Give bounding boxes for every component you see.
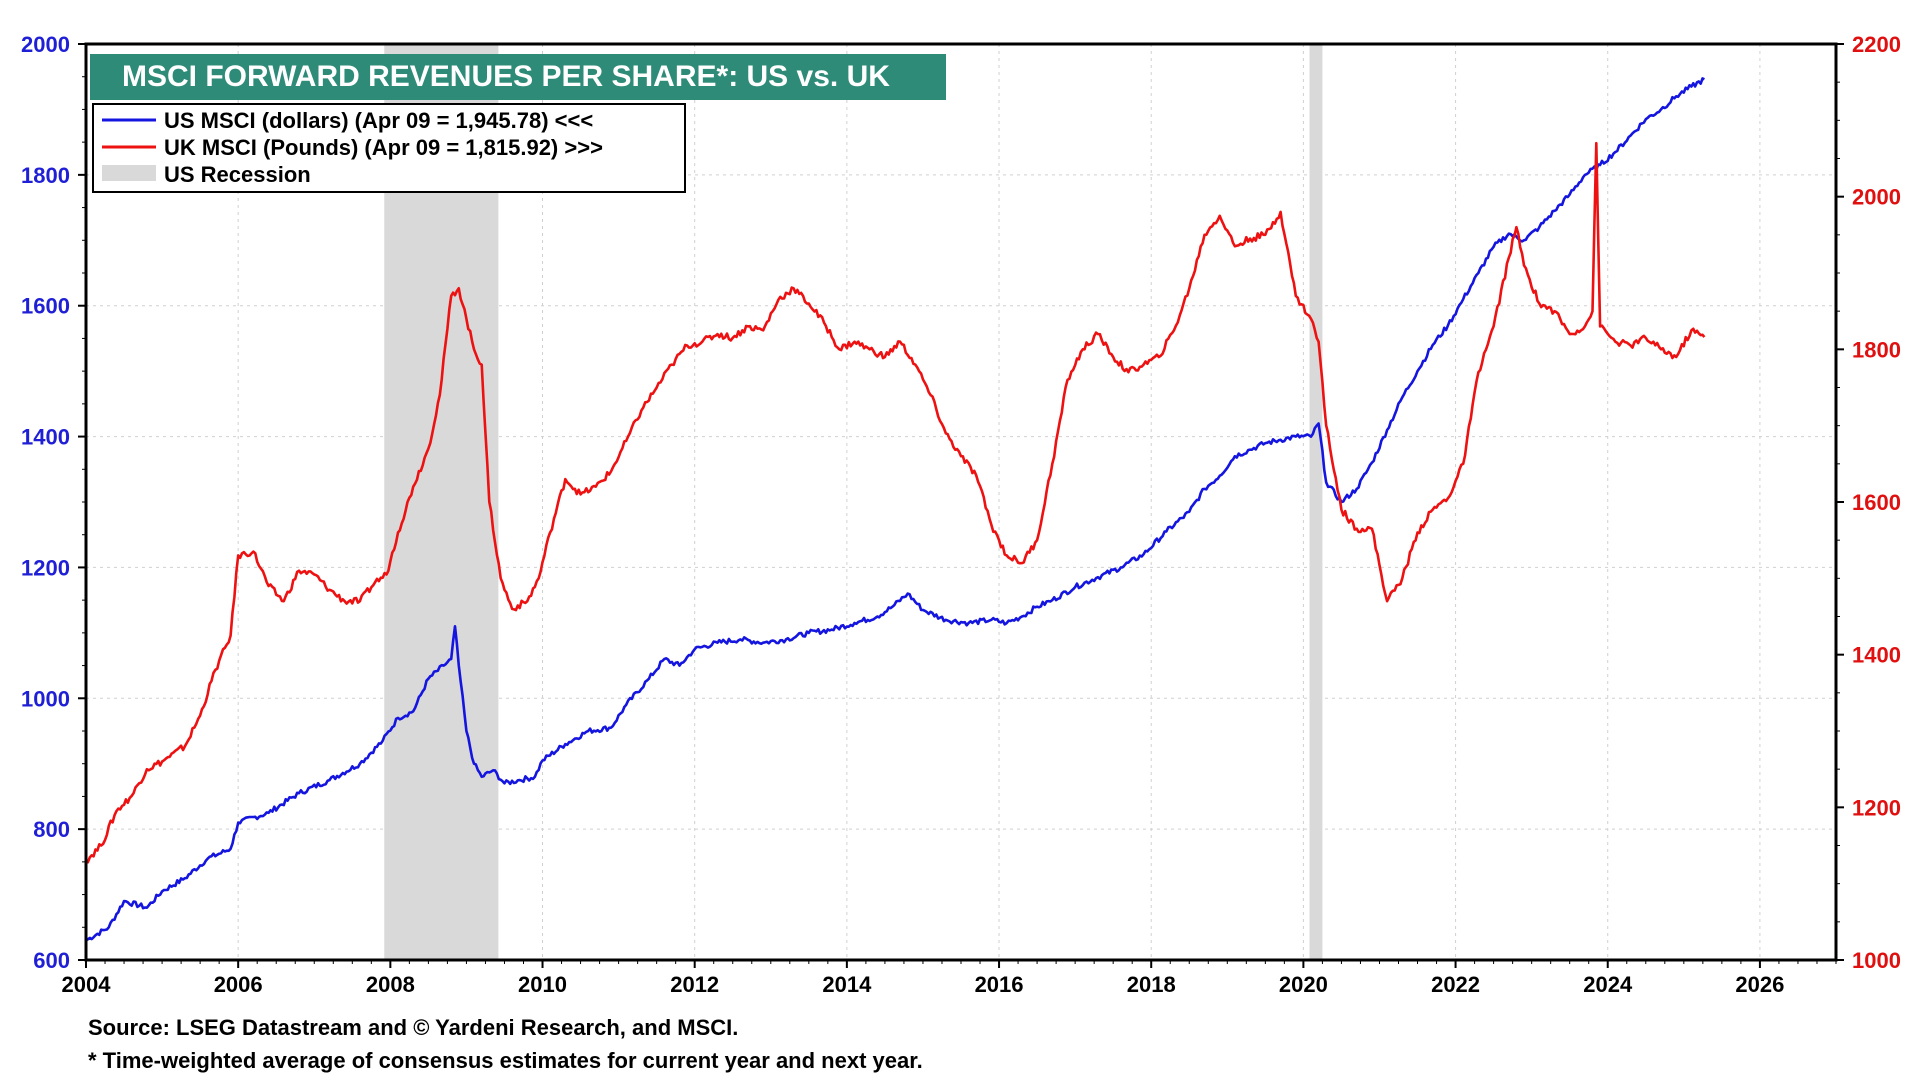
right-tick-label-1400: 1400 (1852, 643, 1901, 668)
right-tick-label-1000: 1000 (1852, 948, 1901, 973)
chart-title-text: MSCI FORWARD REVENUES PER SHARE*: US vs.… (122, 60, 890, 93)
x-tick-label-2024: 2024 (1583, 972, 1633, 997)
recession-band-1 (384, 44, 499, 960)
recession-bands (384, 44, 1323, 960)
x-tick-label-2012: 2012 (670, 972, 719, 997)
right-tick-label-2200: 2200 (1852, 32, 1901, 57)
gridlines (86, 44, 1836, 960)
legend-box (92, 103, 686, 193)
series-line-uk-msci (85, 141, 1706, 864)
footnote: * Time-weighted average of consensus est… (88, 1048, 923, 1073)
x-tick-label-2018: 2018 (1127, 972, 1176, 997)
left-tick-label-600: 600 (33, 948, 70, 973)
x-tick-label-2026: 2026 (1735, 972, 1784, 997)
right-tick-label-1600: 1600 (1852, 490, 1901, 515)
x-tick-label-2010: 2010 (518, 972, 567, 997)
legend: US MSCI (dollars) (Apr 09 = 1,945.78) <<… (92, 103, 686, 193)
chart-title: MSCI FORWARD REVENUES PER SHARE*: US vs.… (90, 54, 946, 100)
x-tick-label-2006: 2006 (214, 972, 263, 997)
legend-label-us: US MSCI (dollars) (Apr 09 = 1,945.78) <<… (164, 108, 593, 133)
left-axis: 600 800 1000 1200 1400 1600 1800 2000 (21, 32, 86, 973)
left-tick-label-1600: 1600 (21, 294, 70, 319)
left-tick-label-1400: 1400 (21, 425, 70, 450)
x-tick-label-2016: 2016 (975, 972, 1024, 997)
x-tick-label-2004: 2004 (62, 972, 112, 997)
left-tick-label-1800: 1800 (21, 163, 70, 188)
right-tick-label-2000: 2000 (1852, 185, 1901, 210)
x-tick-label-2008: 2008 (366, 972, 415, 997)
left-tick-label-2000: 2000 (21, 32, 70, 57)
x-tick-label-2022: 2022 (1431, 972, 1480, 997)
series-line-us-msci (85, 77, 1705, 942)
right-tick-label-1200: 1200 (1852, 795, 1901, 820)
title-background (90, 54, 946, 100)
right-tick-label-1800: 1800 (1852, 337, 1901, 362)
x-tick-label-2014: 2014 (822, 972, 872, 997)
x-tick-label-2020: 2020 (1279, 972, 1328, 997)
legend-label-uk: UK MSCI (Pounds) (Apr 09 = 1,815.92) >>> (164, 135, 603, 160)
left-tick-label-1000: 1000 (21, 686, 70, 711)
left-tick-label-800: 800 (33, 817, 70, 842)
series-lines (85, 77, 1706, 942)
right-axis: 1000 1200 1400 1600 1800 2000 2200 (1836, 32, 1901, 973)
left-tick-label-1200: 1200 (21, 555, 70, 580)
legend-label-recession: US Recession (164, 162, 311, 187)
source-note: Source: LSEG Datastream and © Yardeni Re… (88, 1015, 739, 1040)
legend-swatch-recession (102, 165, 156, 181)
x-axis: 2004 2006 2008 2010 2012 2014 2016 2018 2020 2022… (62, 960, 1837, 997)
recession-band-2 (1309, 44, 1323, 960)
